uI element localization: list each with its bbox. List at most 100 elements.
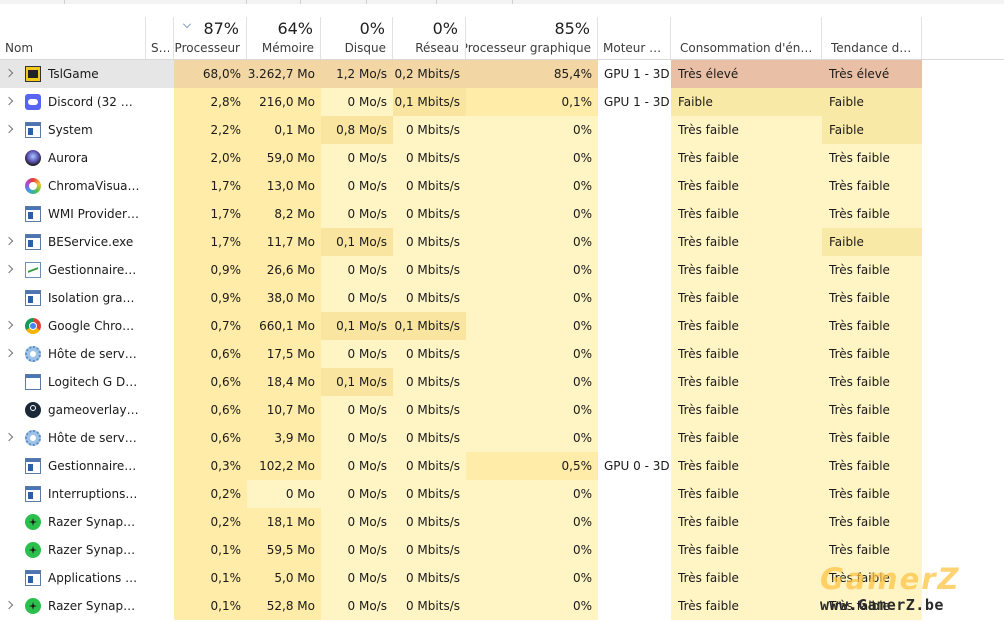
- memory-cell: 26,6 Mo: [247, 256, 321, 284]
- process-row[interactable]: Discord (32 bits...2,8%216,0 Mo0 Mo/s0,1…: [0, 88, 1004, 116]
- cpu-cell: 1,7%: [174, 228, 247, 256]
- memory-cell: 8,2 Mo: [247, 200, 321, 228]
- tab-divider: [436, 0, 437, 4]
- power-cell: Très faible: [671, 312, 822, 340]
- gpu-cell: 0%: [466, 144, 598, 172]
- expand-chevron-icon[interactable]: [4, 600, 14, 610]
- process-row[interactable]: Razer Synapse ... 0,1%59,5 Mo0 Mo/s0 Mbit…: [0, 536, 1004, 564]
- process-row[interactable]: Gestionnaire d... 0,3% 102,2 Mo 0 Mo/s 0 Mbi…: [0, 452, 1004, 480]
- column-header-gpu-engine-label: Moteur d...: [603, 41, 666, 55]
- process-row[interactable]: Gestionnaire d... 0,9% 26,6 Mo 0 Mo/s 0 Mbit…: [0, 256, 1004, 284]
- disk-cell: 0,1 Mo/s: [321, 368, 393, 396]
- power-trend-cell: Très faible: [822, 284, 922, 312]
- expand-chevron-icon[interactable]: [4, 348, 14, 358]
- gpu-engine-cell: [598, 396, 671, 424]
- process-row[interactable]: Razer Synapse ... 0,1%52,8 Mo0 Mo/s0 Mbit…: [0, 592, 1004, 620]
- process-table-header: Nom S... 87% Processeur 64% Mémoire 0% D…: [0, 17, 1004, 60]
- expand-chevron-icon[interactable]: [4, 264, 14, 274]
- power-cell: Très faible: [671, 144, 822, 172]
- process-row[interactable]: Interruptions s... 0,2% 0 Mo 0 Mo/s 0 Mbits/…: [0, 480, 1004, 508]
- process-row[interactable]: Isolation graph... 0,9% 38,0 Mo 0 Mo/s 0 Mbi…: [0, 284, 1004, 312]
- process-row[interactable]: WMI Provider ... 1,7% 8,2 Mo 0 Mo/s 0 Mbits/…: [0, 200, 1004, 228]
- column-header-power-trend[interactable]: Tendance de ...: [822, 17, 922, 59]
- gpu-cell: 0%: [466, 228, 598, 256]
- memory-cell: 59,0 Mo: [247, 144, 321, 172]
- expand-chevron-icon[interactable]: [4, 236, 14, 246]
- cpu-cell: 0,7%: [174, 312, 247, 340]
- memory-cell: 0 Mo: [247, 480, 321, 508]
- network-cell: 0 Mbits/s: [393, 116, 466, 144]
- column-header-gpu[interactable]: 85% Processeur graphique: [466, 17, 598, 59]
- process-name: gameoverlayui....: [48, 403, 140, 417]
- disk-cell: 0 Mo/s: [321, 508, 393, 536]
- tab-divider: [246, 0, 247, 4]
- disk-cell: 1,2 Mo/s: [321, 60, 393, 88]
- expand-chevron-icon[interactable]: [4, 320, 14, 330]
- power-trend-cell: Faible: [822, 228, 922, 256]
- process-name: Gestionnaire d...: [48, 459, 140, 473]
- gpu-engine-cell: [598, 144, 671, 172]
- gpu-engine-cell: [598, 564, 671, 592]
- column-header-power[interactable]: Consommation d'énergie: [671, 17, 822, 59]
- power-cell: Très faible: [671, 200, 822, 228]
- disk-cell: 0 Mo/s: [321, 256, 393, 284]
- disk-cell: 0 Mo/s: [321, 564, 393, 592]
- power-cell: Très élevé: [671, 60, 822, 88]
- process-row[interactable]: Logitech G Dis... 0,6% 18,4 Mo 0,1 Mo/s 0 Mb…: [0, 368, 1004, 396]
- column-header-memory[interactable]: 64% Mémoire: [247, 17, 321, 59]
- pubg-icon: [25, 66, 41, 82]
- razer-icon: [25, 542, 41, 558]
- column-header-gpu-engine[interactable]: Moteur d...: [598, 17, 671, 59]
- disk-cell: 0 Mo/s: [321, 592, 393, 620]
- system-window-icon: [25, 122, 41, 138]
- gamerz-watermark: GamerZ www.GamerZ.be: [818, 562, 988, 616]
- process-row[interactable]: TslGame 68,0% 3.262,7 Mo 1,2 Mo/s 0,2 Mbits/…: [0, 60, 1004, 88]
- process-row[interactable]: BEService.exe 1,7% 11,7 Mo 0,1 Mo/s 0 Mbits/…: [0, 228, 1004, 256]
- gpu-engine-cell: [598, 284, 671, 312]
- process-name: Razer Synapse ...: [48, 515, 140, 529]
- column-header-status[interactable]: S...: [146, 17, 174, 59]
- cpu-cell: 0,6%: [174, 340, 247, 368]
- process-row[interactable]: gameoverlayui.... 0,6%10,7 Mo0 Mo/s0 Mbit…: [0, 396, 1004, 424]
- power-cell: Très faible: [671, 536, 822, 564]
- expand-chevron-icon[interactable]: [4, 432, 14, 442]
- cpu-cell: 1,7%: [174, 200, 247, 228]
- column-header-cpu[interactable]: 87% Processeur: [174, 17, 247, 59]
- process-row[interactable]: System 2,2% 0,1 Mo 0,8 Mo/s 0 Mbits/s 0% Très …: [0, 116, 1004, 144]
- expand-chevron-icon[interactable]: [4, 96, 14, 106]
- network-cell: 0 Mbits/s: [393, 284, 466, 312]
- cpu-cell: 0,3%: [174, 452, 247, 480]
- gpu-cell: 0%: [466, 172, 598, 200]
- memory-cell: 18,1 Mo: [247, 508, 321, 536]
- cpu-cell: 0,6%: [174, 396, 247, 424]
- disk-cell: 0,1 Mo/s: [321, 228, 393, 256]
- power-trend-cell: Très faible: [822, 312, 922, 340]
- task-manager-icon: [25, 262, 41, 278]
- process-row[interactable]: Hôte de service... 0,6%17,5 Mo0 Mo/s0 Mbi…: [0, 340, 1004, 368]
- disk-cell: 0,8 Mo/s: [321, 116, 393, 144]
- power-trend-cell: Très faible: [822, 592, 922, 620]
- process-row[interactable]: ChromaVisuali... 1,7% 13,0 Mo 0 Mo/s 0 Mbits…: [0, 172, 1004, 200]
- disk-cell: 0 Mo/s: [321, 480, 393, 508]
- disk-cell: 0 Mo/s: [321, 88, 393, 116]
- process-name: Gestionnaire d...: [48, 263, 140, 277]
- process-row[interactable]: Google Chrom... 0,7% 660,1 Mo 0,1 Mo/s 0,1 M…: [0, 312, 1004, 340]
- process-row[interactable]: Razer Synapse ... 0,2%18,1 Mo0 Mo/s0 Mbit…: [0, 508, 1004, 536]
- cpu-cell: 0,1%: [174, 592, 247, 620]
- process-row[interactable]: Hôte de service... 0,6%3,9 Mo0 Mo/s0 Mbit…: [0, 424, 1004, 452]
- column-header-memory-label: Mémoire: [261, 41, 314, 55]
- beservice-window-icon: [25, 234, 41, 250]
- process-row[interactable]: Aurora 2,0% 59,0 Mo 0 Mo/s 0 Mbits/s 0% Très f…: [0, 144, 1004, 172]
- column-header-name[interactable]: Nom: [0, 17, 146, 59]
- column-header-network[interactable]: 0% Réseau: [393, 17, 466, 59]
- power-cell: Très faible: [671, 228, 822, 256]
- column-header-disk[interactable]: 0% Disque: [321, 17, 393, 59]
- expand-chevron-icon[interactable]: [4, 124, 14, 134]
- gpu-cell: 0%: [466, 536, 598, 564]
- cpu-cell: 0,1%: [174, 564, 247, 592]
- gpu-cell: 0%: [466, 368, 598, 396]
- gpu-cell: 0%: [466, 284, 598, 312]
- process-row[interactable]: Applications Se... 0,1%5,0 Mo0 Mo/s0 Mbit…: [0, 564, 1004, 592]
- gpu-cell: 0%: [466, 256, 598, 284]
- network-cell: 0 Mbits/s: [393, 424, 466, 452]
